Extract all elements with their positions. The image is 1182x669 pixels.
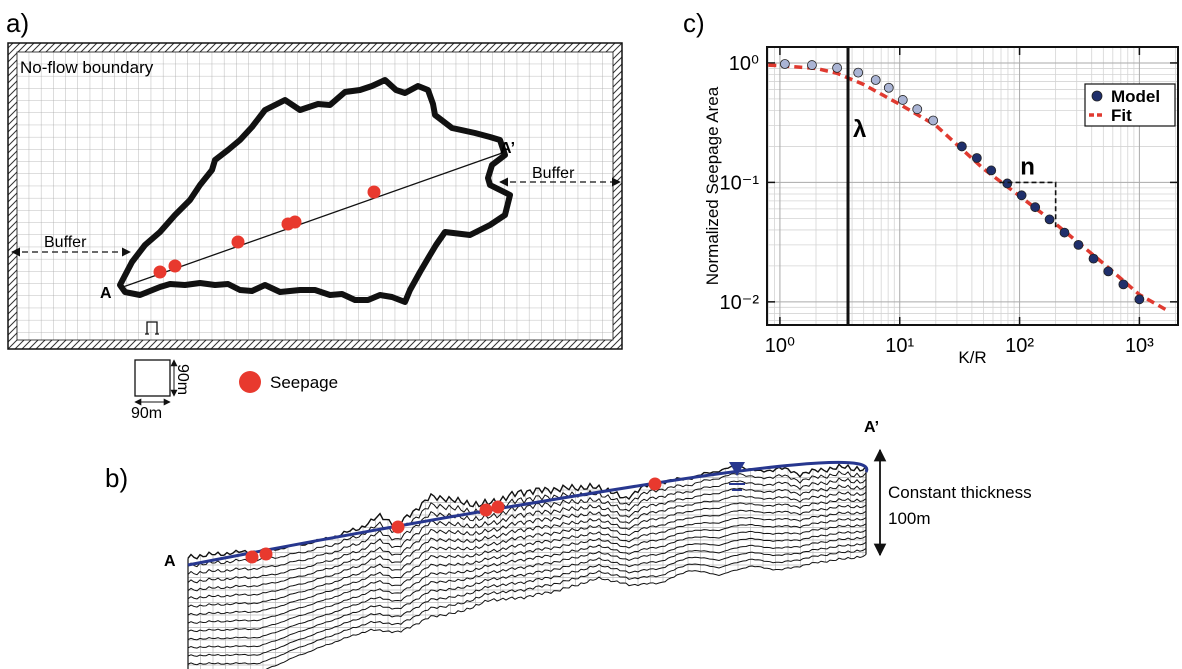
legend-label: Seepage <box>270 373 338 392</box>
x-tick-label: 10¹ <box>885 335 914 357</box>
boundary-label: No-flow boundary <box>20 58 154 77</box>
model-point <box>912 104 923 115</box>
point-label: A’ <box>864 419 879 436</box>
cell-height-label: 90m <box>174 364 191 395</box>
layer-line <box>187 491 867 592</box>
plot-frame <box>766 46 1179 326</box>
layer-line <box>187 535 867 649</box>
layer-line <box>187 548 867 666</box>
water-table-symbol <box>729 462 745 476</box>
seepage-point <box>648 477 662 491</box>
seepage-point <box>153 265 167 279</box>
model-point <box>1073 239 1084 250</box>
model-point <box>1059 227 1070 238</box>
panel-label: a) <box>6 8 29 38</box>
model-point <box>807 60 817 70</box>
seepage-point <box>391 520 405 534</box>
model-point <box>928 115 939 126</box>
x-tick-label: 10² <box>1005 335 1034 357</box>
model-point <box>986 165 997 176</box>
legend-box <box>1084 83 1176 127</box>
x-axis-label: K/R <box>958 348 986 367</box>
legend-marker <box>239 371 261 393</box>
seepage-point <box>367 185 381 199</box>
seepage-points <box>153 185 381 279</box>
seepage-point <box>288 215 302 229</box>
layer-line <box>187 510 867 616</box>
chart: c) 10⁰ 10¹ 10² 10³ 10⁻² 10⁻¹ 10⁰ K/R Normalized S… <box>683 8 1179 367</box>
cell-icon <box>134 359 171 397</box>
thickness-label: Constant thickness <box>888 483 1032 502</box>
slope-label: n <box>1020 153 1035 180</box>
y-tick-label: 10⁰ <box>729 53 759 75</box>
water-table <box>187 460 869 567</box>
model-point <box>832 62 842 73</box>
seepage-point <box>491 500 505 514</box>
cross-section <box>187 460 869 669</box>
x-tick-label: 10³ <box>1125 335 1154 357</box>
layer-line <box>187 477 867 576</box>
y-axis-label: Normalized Seepage Area <box>703 86 722 285</box>
cell-width-label: 90m <box>131 405 162 422</box>
model-point <box>1118 279 1129 290</box>
y-tick-label: 10⁻² <box>720 292 760 314</box>
model-point <box>1088 253 1099 264</box>
model-point <box>1134 294 1145 305</box>
panel-label: b) <box>105 463 128 493</box>
layer-line <box>187 523 867 633</box>
point-label: A’ <box>500 140 515 157</box>
seepage-point <box>231 235 245 249</box>
model-point <box>1016 190 1027 201</box>
buffer-label: Buffer <box>532 165 575 182</box>
thickness-value: 100m <box>888 509 931 528</box>
layer-line <box>187 529 867 641</box>
legend-label: Model <box>1111 87 1160 106</box>
layer-line <box>187 517 867 624</box>
model-point <box>971 153 982 163</box>
point-label: A <box>164 553 176 570</box>
well-icon <box>145 321 159 335</box>
model-point <box>870 75 881 85</box>
layer-line <box>187 484 867 584</box>
y-tick-label: 10⁻¹ <box>720 172 760 194</box>
seepage-point <box>259 547 273 561</box>
seepage-point <box>479 503 493 517</box>
model-point <box>883 82 894 93</box>
legend-label: Fit <box>1111 106 1132 125</box>
model-point <box>1030 202 1041 213</box>
layer-line <box>187 470 867 568</box>
layer-line <box>187 504 867 608</box>
layer-line <box>265 554 867 669</box>
model-point <box>897 95 908 105</box>
legend-marker <box>1091 90 1103 102</box>
section-line <box>119 151 506 289</box>
panel-label: c) <box>683 8 705 38</box>
slope-marker <box>999 181 1057 229</box>
layer-line <box>187 541 867 657</box>
model-point <box>1044 214 1055 225</box>
model-point <box>956 141 967 152</box>
point-label: A <box>100 285 112 302</box>
seepage-point <box>245 550 259 564</box>
seepage-point <box>168 259 182 273</box>
model-point <box>1002 178 1013 189</box>
catchment-outline <box>117 77 513 305</box>
model-point <box>853 67 864 78</box>
layer-line <box>187 497 867 600</box>
model-point <box>1103 266 1114 277</box>
buffer-label: Buffer <box>44 234 87 251</box>
lambda-label: λ <box>853 116 866 143</box>
x-tick-label: 10⁰ <box>765 335 795 357</box>
model-point <box>779 59 790 69</box>
